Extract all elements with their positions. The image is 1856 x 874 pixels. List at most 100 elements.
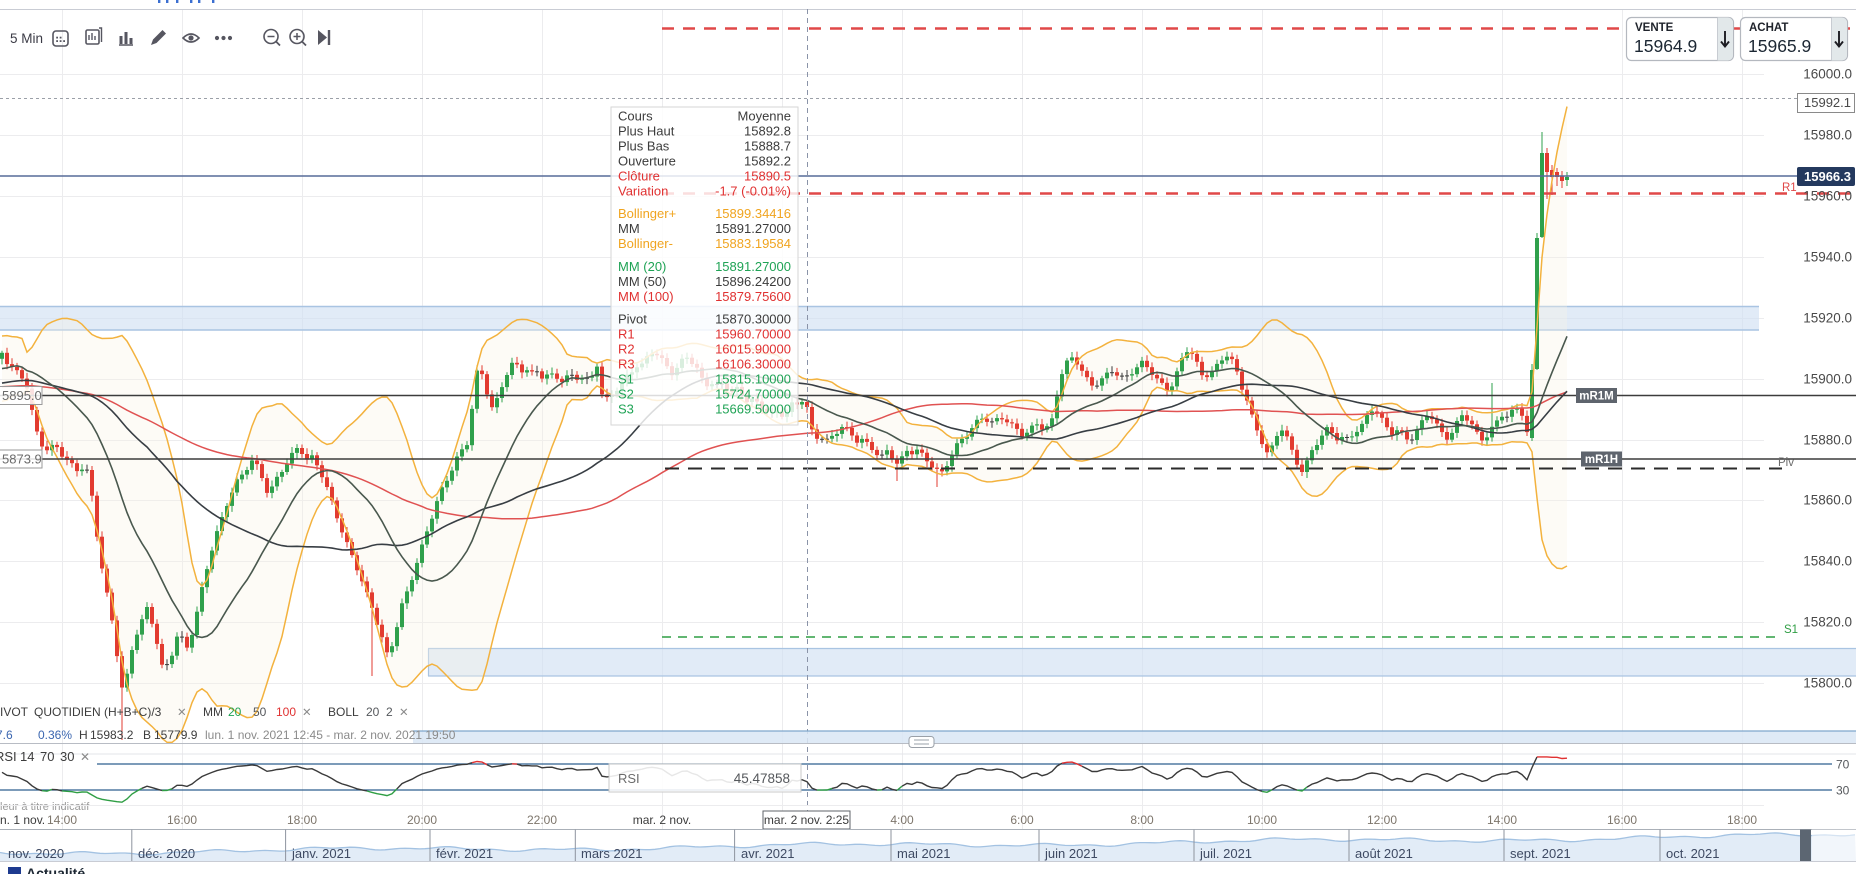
svg-text:14: 14 [20,749,34,764]
svg-text:15960.0: 15960.0 [1803,189,1852,204]
svg-text:MM (20): MM (20) [618,259,666,274]
svg-text:Variation: Variation [618,184,668,199]
svg-text:18:00: 18:00 [287,813,317,827]
svg-text:✕: ✕ [177,707,187,719]
svg-text:MM (50): MM (50) [618,274,666,289]
svg-text:MM: MM [203,705,223,719]
svg-text:14:00: 14:00 [1487,813,1517,827]
svg-text:juil. 2021: juil. 2021 [1199,846,1252,861]
svg-text:15983.2: 15983.2 [90,728,134,742]
svg-text:Cours: Cours [618,109,653,124]
svg-text:10:00: 10:00 [1247,813,1277,827]
svg-text:5 Min: 5 Min [10,31,43,46]
svg-text:Piv: Piv [1778,457,1794,469]
svg-text:H: H [79,728,88,742]
svg-text:20:00: 20:00 [407,813,437,827]
svg-text:20: 20 [366,705,380,719]
svg-text:14:00: 14:00 [47,813,77,827]
svg-text:Clôture: Clôture [618,169,660,184]
svg-text:50: 50 [253,705,267,719]
svg-text:2: 2 [386,705,393,719]
svg-text:30: 30 [1836,784,1850,798]
svg-text:16:00: 16:00 [1607,813,1637,827]
svg-text:15892.2: 15892.2 [744,154,791,169]
svg-text:15891.27000: 15891.27000 [715,259,791,274]
svg-text:n. 1 nov.: n. 1 nov. [0,813,45,827]
svg-text:VENTE: VENTE [1635,22,1674,34]
svg-text:déc. 2020: déc. 2020 [138,846,195,861]
svg-text:févr. 2021: févr. 2021 [436,846,493,861]
svg-text:15992.1: 15992.1 [1804,95,1851,110]
svg-text:15880.0: 15880.0 [1803,433,1852,448]
svg-text:7.6: 7.6 [0,728,13,742]
svg-text:15883.19584: 15883.19584 [715,236,791,251]
svg-text:Bollinger-: Bollinger- [618,236,673,251]
svg-text:janv. 2021: janv. 2021 [291,846,351,861]
svg-text:15669.50000: 15669.50000 [715,402,791,417]
svg-text:15965.9: 15965.9 [1748,36,1811,56]
svg-text:RSI: RSI [0,749,17,764]
svg-text:15980.0: 15980.0 [1803,128,1852,143]
svg-text:✕: ✕ [302,707,312,719]
svg-text:15724.70000: 15724.70000 [715,387,791,402]
svg-text:juin 2021: juin 2021 [1044,846,1098,861]
svg-text:leur à titre indicatif: leur à titre indicatif [0,801,90,813]
svg-text:15860.0: 15860.0 [1803,493,1852,508]
svg-text:Plus Haut: Plus Haut [618,124,675,139]
svg-text:(H+B+C)/3: (H+B+C)/3 [104,705,162,719]
svg-text:S1: S1 [1784,624,1798,636]
svg-text:22:00: 22:00 [527,813,557,827]
svg-text:R3: R3 [618,357,635,372]
svg-text:15899.34416: 15899.34416 [715,206,791,221]
svg-text:4:00: 4:00 [890,813,914,827]
svg-text:Actualité: Actualité [26,865,85,874]
svg-text:15820.0: 15820.0 [1803,615,1852,630]
svg-text:MM (100): MM (100) [618,289,674,304]
svg-text:S1: S1 [618,372,634,387]
svg-text:✕: ✕ [399,707,409,719]
svg-text:15779.9: 15779.9 [154,728,198,742]
svg-text:15840.0: 15840.0 [1803,554,1852,569]
svg-text:sept. 2021: sept. 2021 [1510,846,1571,861]
svg-text:20: 20 [228,705,242,719]
svg-text:QUOTIDIEN: QUOTIDIEN [34,705,101,719]
svg-text:lun. 1 nov. 2021 12:45 - mar.: lun. 1 nov. 2021 12:45 - mar. 2 nov. 202… [205,728,456,742]
svg-text:✕: ✕ [80,750,90,764]
svg-text:16015.90000: 16015.90000 [715,342,791,357]
svg-text:0.36%: 0.36% [38,728,72,742]
svg-text:16000.0: 16000.0 [1803,67,1852,82]
svg-text:16:00: 16:00 [167,813,197,827]
svg-text:15960.70000: 15960.70000 [715,327,791,342]
svg-text:15800.0: 15800.0 [1803,676,1852,691]
svg-text:15964.9: 15964.9 [1634,36,1697,56]
svg-text:12:00: 12:00 [1367,813,1397,827]
svg-text:S3: S3 [618,402,634,417]
svg-text:PIVOT: PIVOT [0,705,29,719]
svg-text:8:00: 8:00 [1130,813,1154,827]
svg-text:mR1H: mR1H [1585,454,1618,466]
svg-text:S2: S2 [618,387,634,402]
svg-text:R1: R1 [618,327,635,342]
svg-text:Moyenne: Moyenne [738,109,791,124]
svg-text:-1.7 (-0.01%): -1.7 (-0.01%) [715,184,791,199]
svg-text:oct. 2021: oct. 2021 [1666,846,1720,861]
svg-text:15966.3: 15966.3 [1804,169,1851,184]
svg-text:15890.5: 15890.5 [744,169,791,184]
svg-text:ACHAT: ACHAT [1749,22,1788,34]
svg-text:MM: MM [618,221,640,236]
svg-text:15896.24200: 15896.24200 [715,274,791,289]
svg-text:5895.0: 5895.0 [2,388,42,403]
svg-text:Pivot: Pivot [618,312,647,327]
svg-text:Plus Bas: Plus Bas [618,139,670,154]
svg-text:100: 100 [276,705,296,719]
svg-text:R2: R2 [618,342,635,357]
svg-text:Ouverture: Ouverture [618,154,676,169]
svg-text:15920.0: 15920.0 [1803,311,1852,326]
svg-text:nov. 2020: nov. 2020 [8,846,64,861]
svg-text:70: 70 [40,749,54,764]
svg-text:15888.7: 15888.7 [744,139,791,154]
svg-text:15815.10000: 15815.10000 [715,372,791,387]
svg-text:R1: R1 [1782,182,1797,194]
svg-text:B: B [143,728,151,742]
svg-text:mar. 2 nov. 2:25: mar. 2 nov. 2:25 [764,813,849,827]
